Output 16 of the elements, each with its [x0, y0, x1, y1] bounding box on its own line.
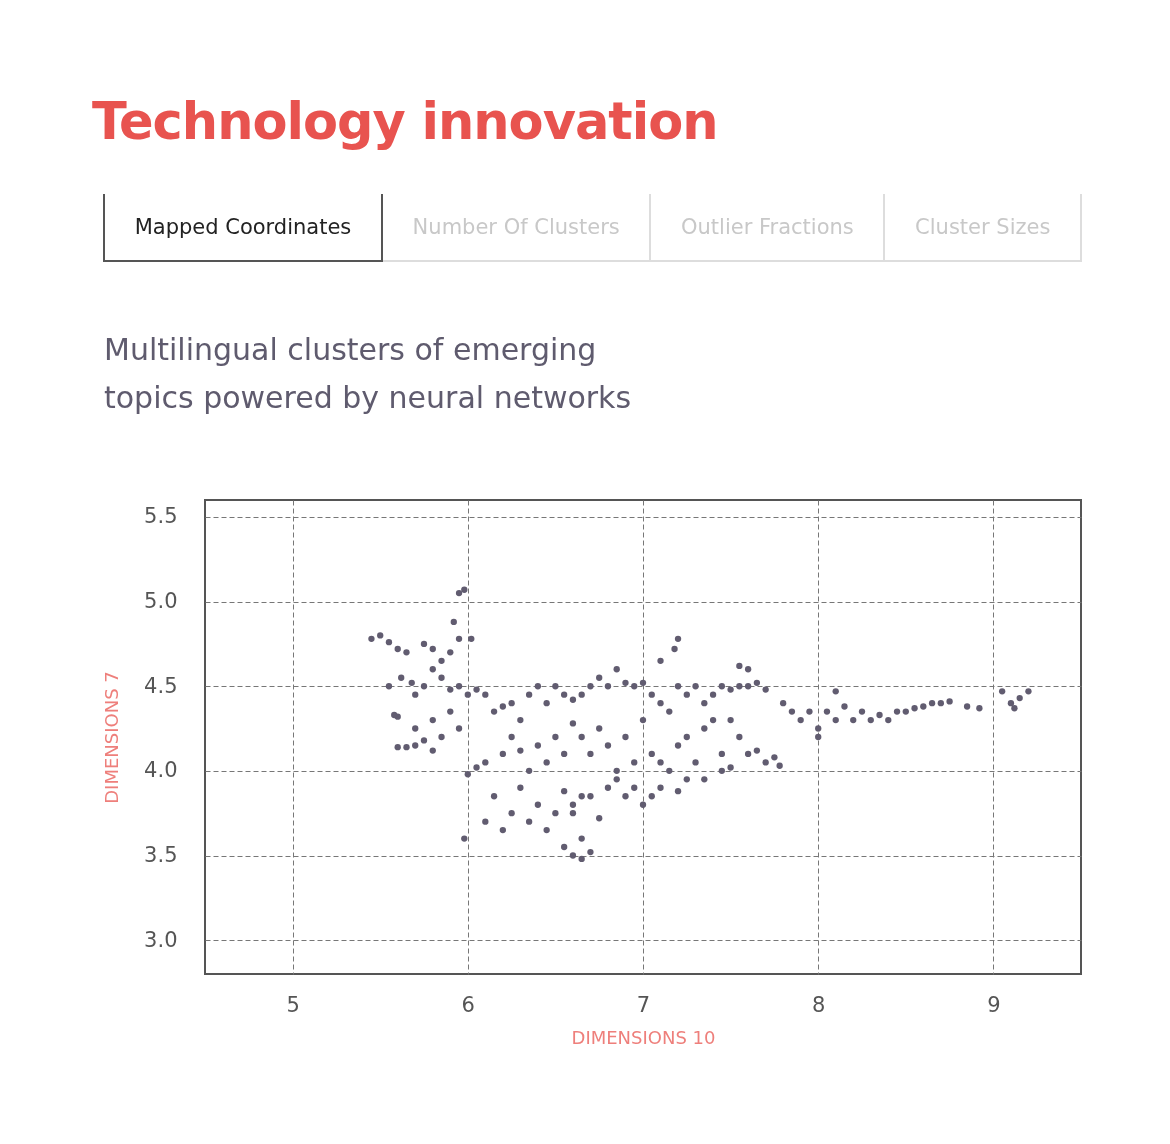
y-tick-label: 3.5 [144, 843, 178, 867]
x-axis-title: DIMENSIONS 10 [571, 1026, 716, 1048]
x-tick-label: 6 [461, 992, 475, 1017]
y-axis-title: DIMENSIONS 7 [101, 671, 123, 804]
x-tick-label: 9 [987, 992, 1001, 1017]
y-tick-label: 4.0 [144, 758, 178, 783]
x-tick-label: 8 [812, 992, 826, 1017]
y-tick-label: 4.5 [144, 673, 178, 698]
y-tick-label: 3.0 [144, 927, 178, 952]
y-tick-label: 5.5 [144, 504, 178, 529]
x-tick-label: 7 [636, 992, 651, 1017]
chart-subtitle: Multilingual clusters of emerging topics powered by neural networks [104, 331, 633, 417]
x-tick-label: 5 [286, 992, 300, 1017]
text: Mapped Coordinates [103, 194, 383, 262]
y-tick-label: 5.0 [144, 589, 178, 614]
chart-title: Technology innovation [92, 92, 718, 151]
